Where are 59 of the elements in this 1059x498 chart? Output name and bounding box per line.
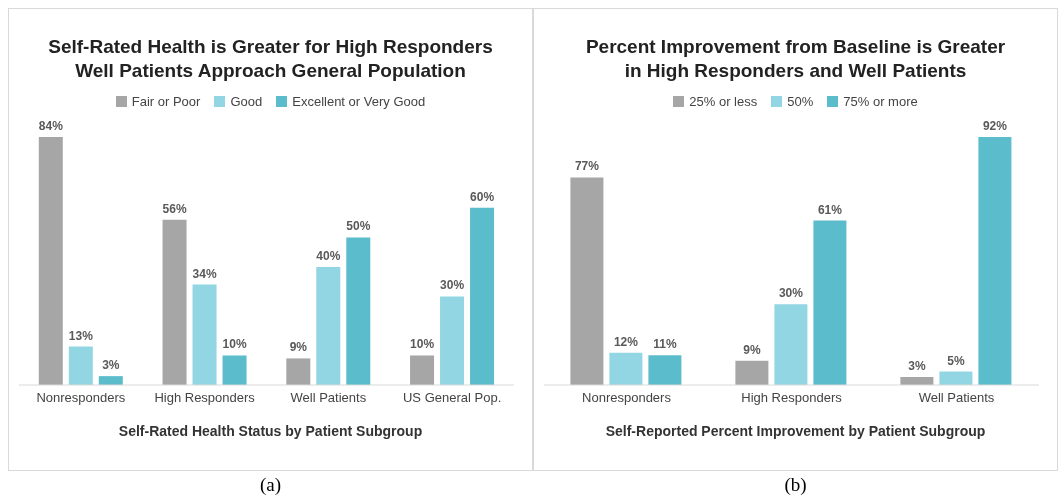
bar (609, 352, 643, 385)
bar (735, 360, 769, 385)
bar (774, 304, 808, 385)
bar (346, 237, 371, 385)
x-tick-label: US General Pop. (402, 390, 502, 406)
data-label: 10% (410, 337, 435, 352)
data-label: 60% (470, 189, 495, 204)
bar (648, 355, 682, 385)
bar (978, 137, 1012, 385)
x-tick-label: Nonresponders (582, 390, 672, 406)
bar (192, 284, 217, 385)
x-tick-label: Nonresponders (36, 390, 126, 406)
bar (68, 346, 93, 385)
x-axis-title: Self-Rated Health Status by Patient Subgroup (117, 423, 424, 439)
x-tick-label: High Responders (741, 390, 843, 406)
data-label: 92% (982, 119, 1008, 133)
bar (813, 220, 847, 385)
chart-title: Self-Rated Health is Greater for High Responders Well Patients Approach General Population (47, 35, 494, 83)
data-label: 84% (38, 119, 64, 133)
bar (162, 219, 187, 385)
data-label: 50% (346, 219, 371, 234)
data-label: 5% (947, 353, 965, 368)
data-label: 11% (653, 337, 677, 352)
bar (286, 358, 311, 385)
legend-label: 50% (786, 93, 814, 109)
data-label: 30% (778, 286, 804, 301)
text: (a) (258, 474, 283, 496)
legend-label: 75% or more (842, 93, 918, 109)
data-label: 77% (574, 159, 600, 174)
data-label: 13% (68, 328, 94, 343)
x-tick-label: Well Patients (918, 390, 995, 406)
bar (570, 177, 604, 385)
bar (440, 296, 465, 385)
bar (98, 376, 123, 385)
legend-label: Fair or Poor (130, 93, 201, 109)
legend-label: 25% or less (688, 93, 758, 109)
legend-label: Good (229, 93, 263, 109)
bar (470, 207, 495, 385)
data-label: 9% (289, 340, 308, 355)
chart-title: Percent Improvement from Baseline is Greater in High Responders and Well Patients (584, 35, 1007, 83)
data-label: 12% (613, 334, 639, 349)
bar (316, 266, 341, 385)
legend-label: Excellent or Very Good (291, 93, 426, 109)
data-label: 30% (440, 278, 465, 293)
data-label: 56% (162, 201, 187, 216)
text: (b) (783, 474, 808, 496)
data-label: 3% (102, 358, 120, 373)
data-label: 10% (222, 337, 247, 352)
data-label: 61% (817, 202, 843, 217)
x-tick-label: Well Patients (290, 390, 367, 406)
data-label: 3% (908, 358, 926, 373)
data-label: 34% (192, 266, 217, 281)
data-label: 40% (316, 248, 341, 263)
x-tick-label: High Responders (154, 390, 256, 406)
data-label: 9% (743, 342, 761, 357)
bar (222, 355, 247, 385)
bar (410, 355, 435, 385)
bar (38, 137, 63, 385)
x-axis-title: Self-Reported Percent Improvement by Patient Subgroup (604, 423, 987, 439)
